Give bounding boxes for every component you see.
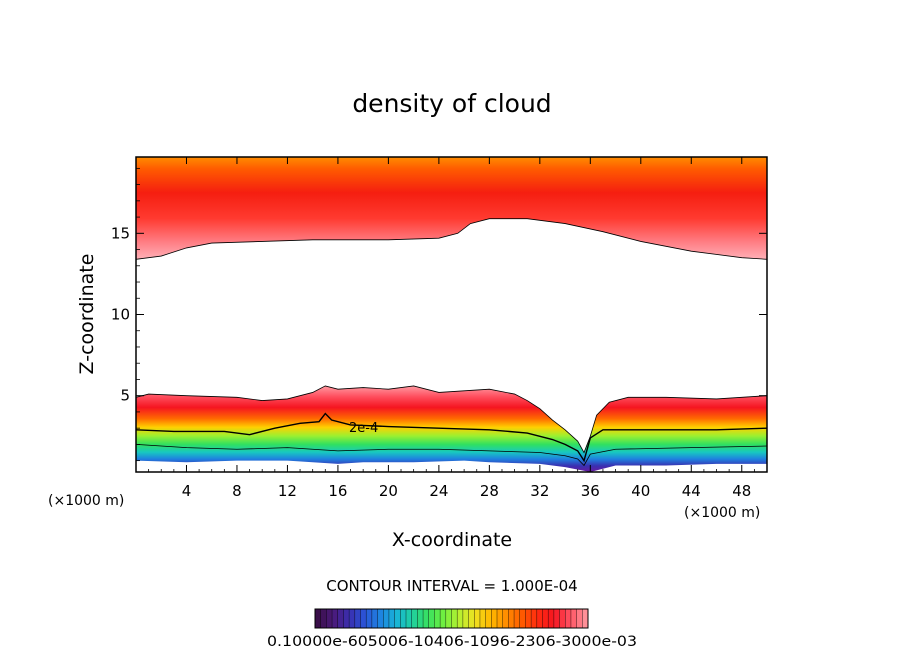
contour-line-1e-4	[136, 443, 767, 467]
x-tick-label: 32	[530, 482, 549, 500]
colorbar-swatch	[542, 609, 549, 628]
colorbar-swatch	[417, 609, 424, 628]
colorbar-swatch	[576, 609, 583, 628]
x-axis-ticks: 4 8 12 16 20 24 28 32 36 40 44 48	[148, 157, 755, 500]
x-tick-label: 28	[480, 482, 499, 500]
colorbar-swatch	[474, 609, 481, 628]
colorbar-swatch	[315, 609, 321, 628]
colorbar-swatch	[479, 609, 486, 628]
colorbar-swatch	[440, 609, 447, 628]
x-axis-label: X-coordinate	[392, 529, 512, 551]
colorbar-swatch	[559, 609, 566, 628]
colorbar-swatch	[519, 609, 526, 628]
colorbar-swatch	[531, 609, 538, 628]
colorbar-swatch	[536, 609, 543, 628]
colorbar-swatch	[485, 609, 492, 628]
x-unit-left: (×1000 m)	[48, 493, 124, 509]
x-tick-label: 8	[232, 482, 242, 500]
y-axis-ticks: 5 10 15	[111, 167, 767, 462]
colorbar-swatch	[457, 609, 464, 628]
colorbar-swatch	[326, 609, 333, 628]
x-tick-label: 36	[581, 482, 600, 500]
colorbar-swatch	[468, 609, 475, 628]
plot-area	[136, 157, 767, 472]
colorbar-swatch	[411, 609, 418, 628]
y-tick-label: 5	[120, 387, 130, 405]
colorbar-swatch	[383, 609, 390, 628]
colorbar-swatch	[349, 609, 356, 628]
x-tick-label: 16	[328, 482, 347, 500]
y-tick-label: 10	[111, 306, 130, 324]
colorbar-swatch	[366, 609, 373, 628]
colorbar-swatch	[497, 609, 503, 628]
colorbar-swatch	[434, 609, 441, 628]
colorbar-swatch	[406, 609, 412, 628]
colorbar-swatch	[445, 609, 452, 628]
colorbar-swatch	[337, 609, 344, 628]
contour-interval-text: CONTOUR INTERVAL = 1.000E-04	[326, 577, 577, 595]
x-tick-label: 40	[631, 482, 650, 500]
colorbar-swatch	[570, 609, 577, 628]
colorbar-swatch	[394, 609, 401, 628]
colorbar-swatch	[582, 609, 589, 628]
colorbar-swatch	[377, 609, 384, 628]
contour-line-2e-4	[136, 412, 767, 463]
colorbar-swatch	[451, 609, 458, 628]
contour-label: 2e-4	[349, 421, 378, 436]
colorbar-swatch	[553, 609, 560, 628]
x-tick-label: 48	[732, 482, 751, 500]
cloud-boundary-upper-cloud	[136, 218, 767, 260]
colorbar-swatch	[462, 609, 469, 628]
x-tick-label: 4	[182, 482, 192, 500]
colorbar-swatch	[508, 609, 515, 628]
cloud-boundary-lower-cloud	[136, 385, 767, 454]
cloud-layer-upper-cloud	[136, 157, 767, 260]
colorbar-frame	[314, 608, 589, 629]
colorbar-labels: 0.10000e-605006-10406-1096-2306-3000e-03	[267, 634, 637, 650]
contour-lines	[136, 412, 767, 467]
colorbar-swatch	[423, 609, 430, 628]
colorbar-swatch	[525, 609, 532, 628]
colorbar-swatch	[343, 609, 350, 628]
colorbar-swatch	[491, 609, 498, 628]
colorbar-swatch	[354, 609, 361, 628]
colorbar-swatch	[388, 609, 395, 628]
colorbar-swatch	[320, 609, 327, 628]
chart-title: density of cloud	[352, 89, 551, 118]
x-tick-label: 44	[682, 482, 701, 500]
colorbar-swatch	[565, 609, 572, 628]
x-unit-right: (×1000 m)	[684, 505, 760, 521]
x-tick-label: 24	[429, 482, 448, 500]
x-tick-label: 20	[379, 482, 398, 500]
cloud-layers	[136, 157, 767, 472]
x-tick-label: 12	[278, 482, 297, 500]
colorbar-swatch	[360, 609, 367, 628]
y-axis-label: Z-coordinate	[76, 254, 98, 375]
colorbar-swatch	[332, 609, 339, 628]
colorbar-swatch	[371, 609, 378, 628]
colorbar	[314, 609, 589, 628]
colorbar-swatch	[548, 609, 555, 628]
y-tick-label: 15	[111, 224, 130, 242]
colorbar-swatch	[514, 609, 521, 628]
colorbar-swatch	[502, 609, 509, 628]
colorbar-swatch	[400, 609, 407, 628]
colorbar-swatch	[428, 609, 435, 628]
